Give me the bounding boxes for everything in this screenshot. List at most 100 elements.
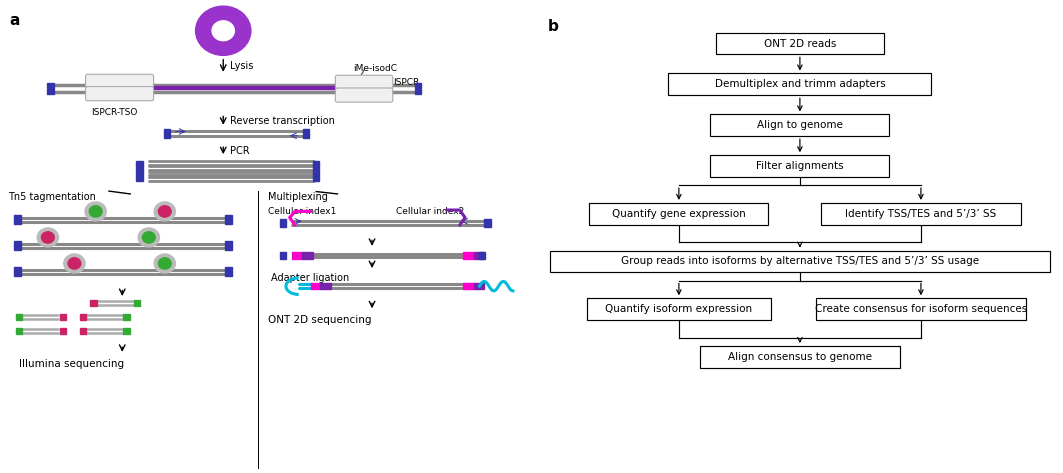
Bar (164, 133, 170, 138)
Circle shape (213, 21, 235, 41)
Text: ISPCR-TSO: ISPCR-TSO (91, 108, 137, 117)
Bar (225, 272, 232, 276)
Bar (474, 252, 484, 259)
Text: AAAAAA: AAAAAA (350, 92, 378, 98)
Bar (60, 328, 66, 334)
Bar (60, 314, 66, 320)
FancyBboxPatch shape (336, 75, 393, 89)
Bar (415, 89, 421, 94)
Text: Demultiplex and trimm adapters: Demultiplex and trimm adapters (714, 79, 885, 89)
Text: Multiplexing: Multiplexing (269, 192, 328, 201)
Bar (47, 82, 54, 88)
Text: Identify TSS/TES and 5’/3’ SS: Identify TSS/TES and 5’/3’ SS (845, 209, 996, 219)
Bar (16, 314, 22, 320)
Bar (313, 171, 320, 176)
Bar (123, 314, 130, 320)
Bar (302, 252, 313, 259)
Text: C C C: C C C (111, 79, 129, 84)
Bar (14, 241, 21, 246)
Bar (281, 223, 287, 227)
Bar (313, 166, 320, 171)
Bar (47, 89, 54, 94)
Text: Illumina sequencing: Illumina sequencing (18, 359, 123, 368)
Bar (134, 300, 140, 306)
FancyBboxPatch shape (336, 88, 393, 102)
Bar (415, 82, 421, 88)
FancyBboxPatch shape (587, 298, 771, 320)
Circle shape (196, 6, 251, 55)
Bar (14, 267, 21, 272)
Text: Align consensus to genome: Align consensus to genome (728, 352, 872, 362)
Bar (16, 328, 22, 334)
Bar (463, 252, 474, 259)
Bar (164, 129, 170, 133)
Bar (292, 252, 302, 259)
Text: B1a: B1a (215, 26, 232, 35)
FancyBboxPatch shape (550, 251, 1050, 272)
Bar (225, 241, 232, 246)
Bar (225, 246, 232, 250)
FancyBboxPatch shape (710, 155, 890, 177)
Circle shape (85, 202, 106, 221)
Text: PCR: PCR (231, 146, 250, 156)
Text: Group reads into isoforms by alternative TSS/TES and 5’/3’ SS usage: Group reads into isoforms by alternative… (621, 256, 979, 266)
Circle shape (154, 202, 175, 221)
Circle shape (64, 254, 85, 273)
Circle shape (68, 258, 81, 269)
Circle shape (37, 228, 58, 247)
Text: Quantify gene expression: Quantify gene expression (612, 209, 746, 219)
Bar (123, 328, 130, 334)
Bar (303, 133, 309, 138)
Bar (14, 216, 21, 219)
Text: TTTTTT: TTTTTT (352, 79, 376, 85)
Bar (225, 216, 232, 219)
Bar (313, 161, 320, 166)
Text: Lysis: Lysis (231, 61, 253, 71)
Bar (281, 219, 287, 223)
Text: Filter alignments: Filter alignments (756, 161, 844, 171)
Text: Create consensus for isoform sequences: Create consensus for isoform sequences (815, 304, 1027, 314)
Bar (225, 267, 232, 272)
Text: Align to genome: Align to genome (757, 120, 843, 130)
FancyBboxPatch shape (85, 74, 153, 88)
Text: Reverse transcription: Reverse transcription (231, 115, 335, 126)
Text: Tn5 tagmentation: Tn5 tagmentation (9, 192, 96, 201)
Text: Adapter ligation: Adapter ligation (271, 273, 350, 283)
Bar (478, 252, 485, 255)
Bar (485, 223, 491, 227)
Bar (136, 166, 144, 171)
Text: a: a (10, 13, 20, 28)
FancyBboxPatch shape (710, 114, 890, 136)
Bar (311, 283, 321, 289)
Bar (136, 176, 144, 181)
Bar (14, 220, 21, 224)
Bar (136, 161, 144, 166)
Bar (463, 283, 474, 289)
Text: b: b (547, 19, 558, 35)
Bar (14, 272, 21, 276)
Bar (474, 283, 484, 289)
Text: Cellular index1: Cellular index1 (269, 207, 337, 216)
Circle shape (158, 206, 171, 217)
FancyBboxPatch shape (590, 203, 769, 225)
Circle shape (154, 254, 175, 273)
Text: ONT 2D reads: ONT 2D reads (763, 38, 837, 49)
Circle shape (142, 232, 155, 243)
Bar (80, 328, 86, 334)
Bar (90, 300, 97, 306)
FancyBboxPatch shape (699, 346, 900, 368)
Circle shape (138, 228, 159, 247)
Text: ONT 2D sequencing: ONT 2D sequencing (269, 315, 372, 325)
FancyBboxPatch shape (815, 298, 1026, 320)
FancyBboxPatch shape (821, 203, 1020, 225)
Bar (303, 129, 309, 133)
FancyBboxPatch shape (85, 87, 153, 101)
Bar (281, 252, 287, 255)
Circle shape (89, 206, 102, 217)
Bar (281, 255, 287, 259)
Bar (321, 283, 332, 289)
Bar (485, 219, 491, 223)
Bar (136, 171, 144, 176)
Text: Quantify isoform expression: Quantify isoform expression (605, 304, 753, 314)
Text: Cellular index2: Cellular index2 (396, 207, 465, 216)
